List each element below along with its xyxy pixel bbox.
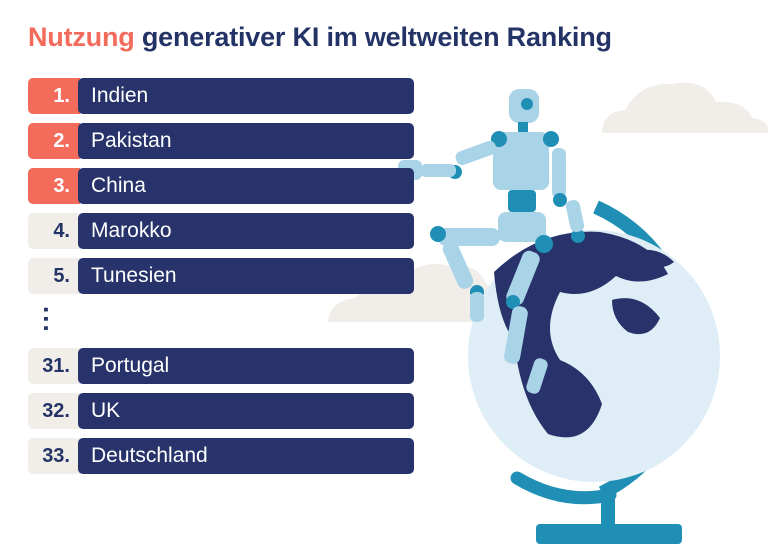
ranking-row: 5. Tunesien [28, 258, 414, 294]
country-name: UK [78, 393, 414, 429]
rank-number: 1. [28, 78, 80, 114]
cloud-icon [602, 82, 769, 133]
ranking-row: 2. Pakistan [28, 123, 414, 159]
country-name: Pakistan [78, 123, 414, 159]
ranking-list: 1. Indien 2. Pakistan 3. China 4. Marokko 5.… [28, 0, 414, 548]
rank-number: 4. [28, 213, 80, 249]
country-name: Deutschland [78, 438, 414, 474]
ranking-row: 31. Portugal [28, 348, 414, 384]
robot-icon [398, 89, 585, 394]
ranking-row: 4. Marokko [28, 213, 414, 249]
country-name: China [78, 168, 414, 204]
ranking-row: 3. China [28, 168, 414, 204]
rank-number: 32. [28, 393, 80, 429]
country-name: Tunesien [78, 258, 414, 294]
page-title: Nutzung generativer KI im weltweiten Ran… [28, 22, 612, 53]
ranking-row: 33. Deutschland [28, 438, 414, 474]
rank-number: 2. [28, 123, 80, 159]
ranking-row: 1. Indien [28, 78, 414, 114]
country-name: Indien [78, 78, 414, 114]
rank-number: 5. [28, 258, 80, 294]
country-name: Portugal [78, 348, 414, 384]
rank-number: 33. [28, 438, 80, 474]
rank-number: 3. [28, 168, 80, 204]
rank-number: 31. [28, 348, 80, 384]
country-name: Marokko [78, 213, 414, 249]
title-accent: Nutzung [28, 22, 135, 52]
title-rest: generativer KI im weltweiten Ranking [134, 22, 612, 52]
globe-icon [468, 200, 720, 544]
ranking-row: 32. UK [28, 393, 414, 429]
ranking-ellipsis: ... [38, 306, 68, 334]
